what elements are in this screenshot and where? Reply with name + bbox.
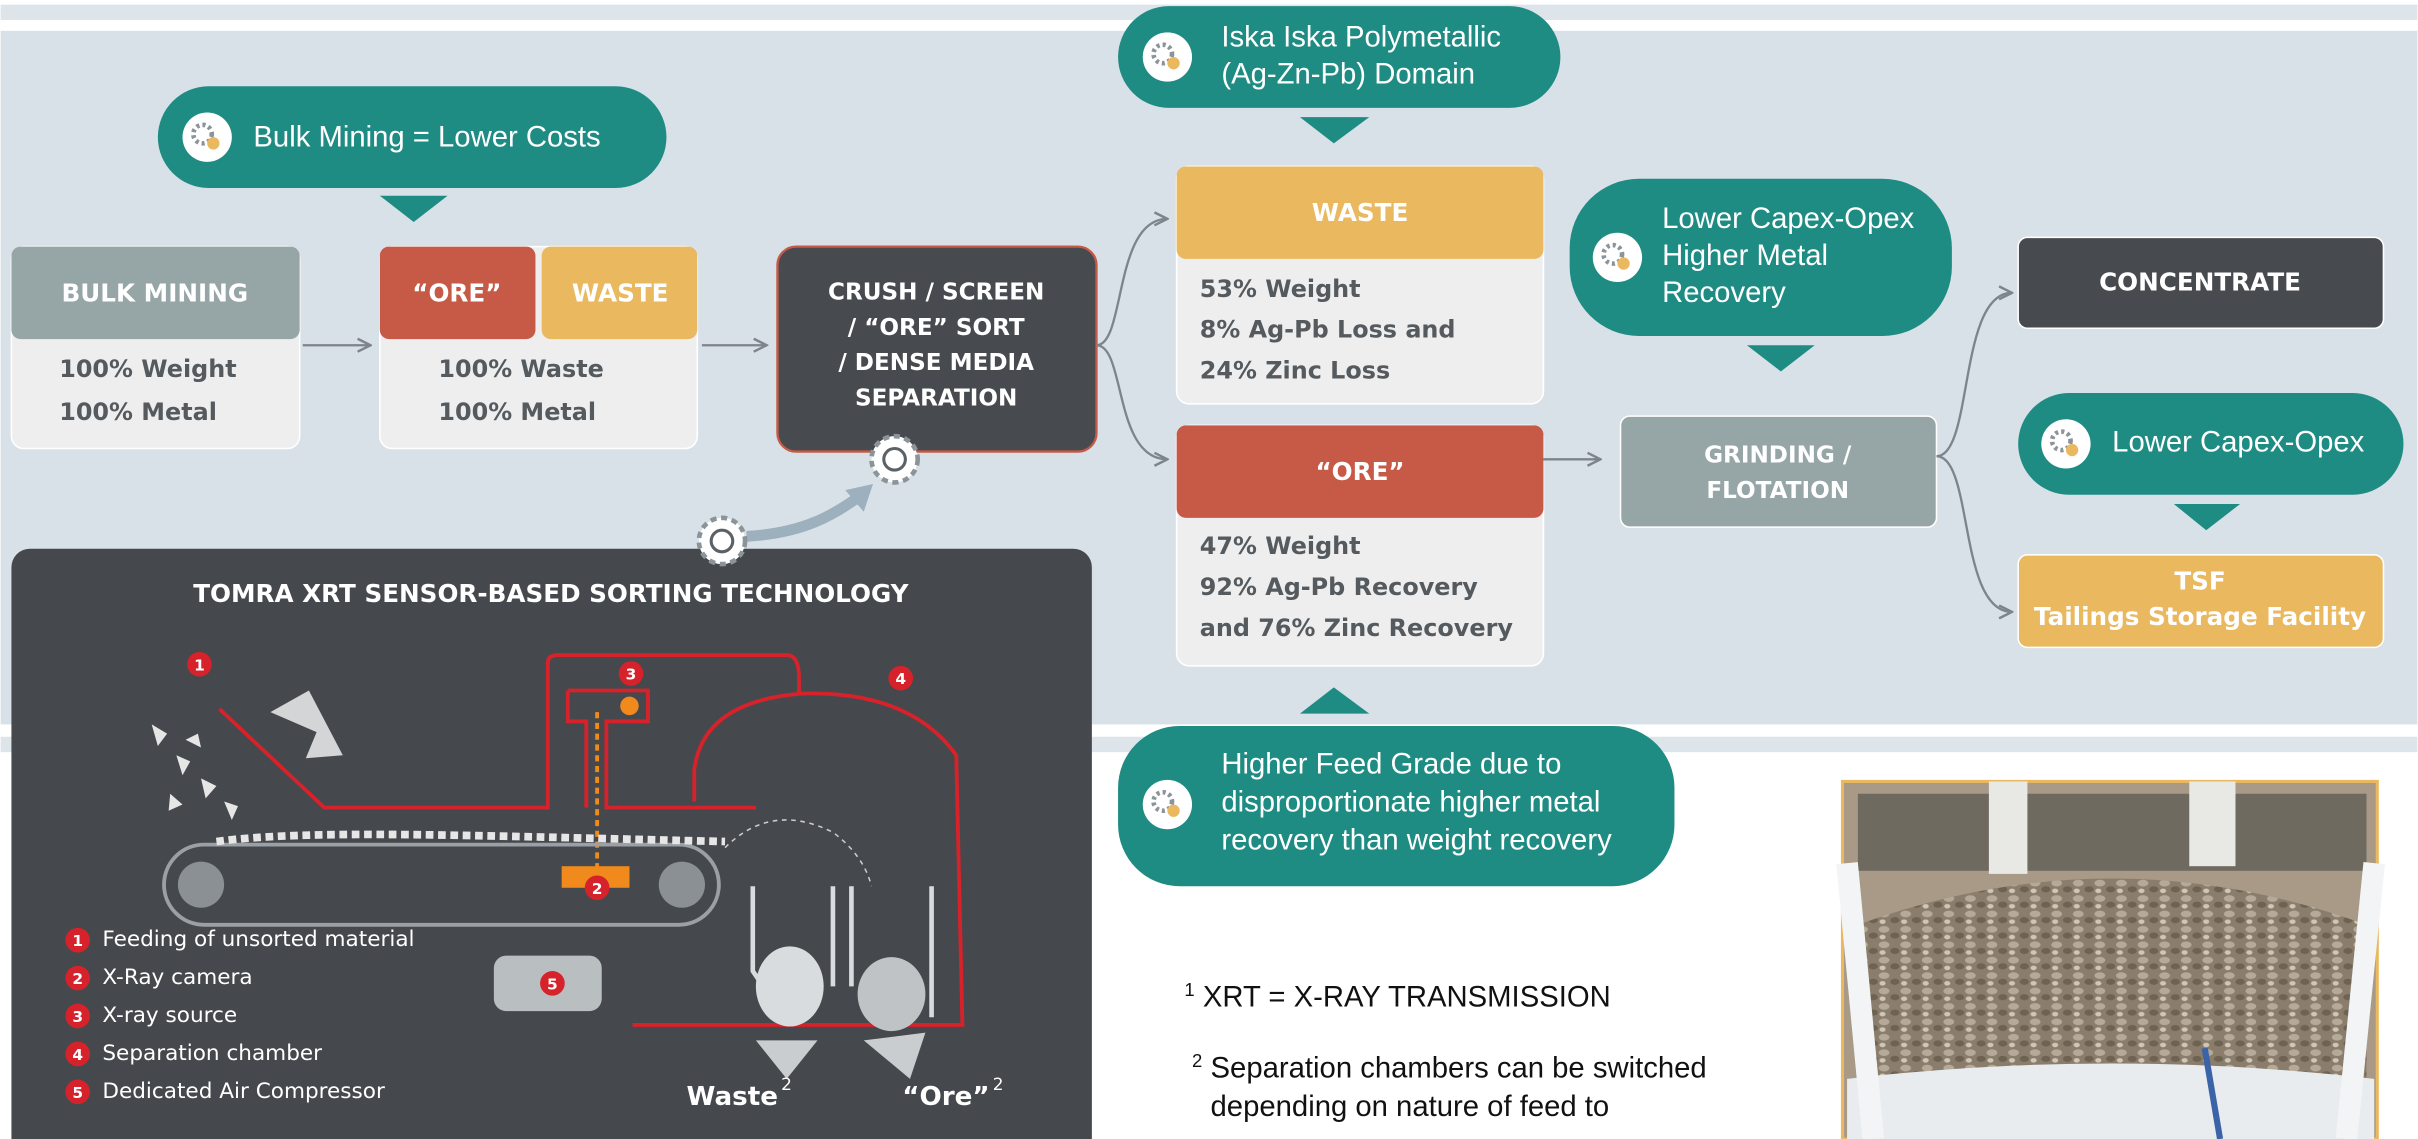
legend-label: X-ray source bbox=[102, 1003, 237, 1028]
node-text: and 76% Zinc Recovery bbox=[1200, 614, 1514, 642]
footnote-text: depending on nature of feed to bbox=[1211, 1090, 1610, 1123]
legend-number: 3 bbox=[72, 1008, 83, 1026]
legend-number: 1 bbox=[72, 932, 83, 950]
callout-icon bbox=[1143, 32, 1192, 81]
callout-text: Lower Capex-Opex bbox=[1662, 202, 1914, 235]
illustration-number: 3 bbox=[626, 666, 637, 684]
callout-text: Bulk Mining = Lower Costs bbox=[253, 120, 600, 153]
illustration-number: 4 bbox=[895, 670, 906, 688]
node-text: 24% Zinc Loss bbox=[1200, 356, 1390, 384]
output-note: 2 bbox=[781, 1074, 792, 1094]
callout-icon bbox=[2041, 419, 2090, 468]
node-title: “ORE” bbox=[412, 278, 501, 307]
process-box bbox=[777, 247, 1096, 452]
callout-text: Higher Metal bbox=[1662, 239, 1828, 272]
callout-icon bbox=[1167, 805, 1179, 817]
illustration-number: 2 bbox=[592, 880, 603, 898]
footnote-mark: 2 bbox=[1192, 1050, 1202, 1071]
callout-text: Recovery bbox=[1662, 276, 1786, 309]
callout-icon bbox=[1617, 257, 1629, 269]
callout-text: recovery than weight recovery bbox=[1221, 823, 1612, 856]
callout-text: Lower Capex-Opex bbox=[2112, 426, 2364, 459]
illustration-number: 1 bbox=[194, 656, 205, 674]
node-title: TSF bbox=[2174, 567, 2225, 596]
node-text: 53% Weight bbox=[1200, 275, 1361, 303]
callout-text: (Ag-Zn-Pb) Domain bbox=[1221, 57, 1475, 90]
callout-icon bbox=[183, 113, 232, 162]
node-title: “ORE” bbox=[1315, 457, 1404, 486]
callout-icon bbox=[1593, 233, 1642, 282]
process-text: / “ORE” SORT bbox=[848, 315, 1025, 341]
legend-number: 4 bbox=[72, 1046, 83, 1064]
output-label: “Ore” bbox=[902, 1082, 989, 1112]
node-text: 8% Ag-Pb Loss and bbox=[1200, 316, 1456, 344]
node-title: BULK MINING bbox=[61, 278, 248, 307]
callout-icon bbox=[1143, 780, 1192, 829]
node-title: Tailings Storage Facility bbox=[2034, 602, 2366, 631]
output-label: Waste bbox=[687, 1082, 779, 1112]
footnote-text: XRT = X-RAY TRANSMISSION bbox=[1203, 980, 1611, 1013]
legend-label: X-Ray camera bbox=[102, 965, 252, 990]
callout-text: disproportionate higher metal bbox=[1221, 786, 1600, 819]
legend-label: Dedicated Air Compressor bbox=[102, 1079, 385, 1104]
node-text: 92% Ag-Pb Recovery bbox=[1200, 573, 1478, 601]
legend-number: 5 bbox=[72, 1084, 83, 1102]
node-title: CONCENTRATE bbox=[2099, 268, 2301, 297]
output-note: 2 bbox=[993, 1074, 1004, 1094]
process-text: / DENSE MEDIA bbox=[838, 350, 1034, 376]
process-text: SEPARATION bbox=[855, 386, 1017, 412]
process-text: CRUSH / SCREEN bbox=[828, 279, 1044, 305]
legend-label: Separation chamber bbox=[102, 1041, 322, 1066]
node-text: 100% Metal bbox=[59, 398, 217, 426]
process-box bbox=[1621, 416, 1937, 527]
legend-label: Feeding of unsorted material bbox=[102, 927, 414, 952]
callout-icon bbox=[1167, 57, 1179, 69]
callout-text: Iska Iska Polymetallic bbox=[1221, 20, 1501, 53]
callout-text: Higher Feed Grade due to bbox=[1221, 748, 1561, 781]
node-text: 100% Waste bbox=[438, 355, 603, 383]
node-title: WASTE bbox=[1312, 198, 1409, 227]
photo bbox=[1842, 781, 2377, 1139]
callout-icon bbox=[2066, 444, 2078, 456]
node-text: 100% Weight bbox=[59, 355, 236, 383]
panel-title: TOMRA XRT SENSOR-BASED SORTING TECHNOLOG… bbox=[193, 579, 909, 608]
footnote-mark: 1 bbox=[1184, 979, 1194, 1000]
process-text: GRINDING / bbox=[1704, 443, 1852, 469]
illustration-number: 5 bbox=[547, 975, 558, 993]
gear-icon bbox=[871, 436, 917, 482]
diagram: Bulk Mining = Lower Costs Iska Iska Polym… bbox=[0, 0, 2418, 1139]
footnote-text: Separation chambers can be switched bbox=[1211, 1051, 1707, 1084]
callout-icon bbox=[207, 137, 219, 149]
page: { "callouts": { "bulk": ["Bulk Mining = … bbox=[0, 0, 2418, 1139]
node-text: 47% Weight bbox=[1200, 532, 1361, 560]
legend-number: 2 bbox=[72, 970, 83, 988]
process-text: FLOTATION bbox=[1706, 478, 1849, 504]
node-title: WASTE bbox=[572, 278, 669, 307]
node-text: 100% Metal bbox=[438, 398, 596, 426]
